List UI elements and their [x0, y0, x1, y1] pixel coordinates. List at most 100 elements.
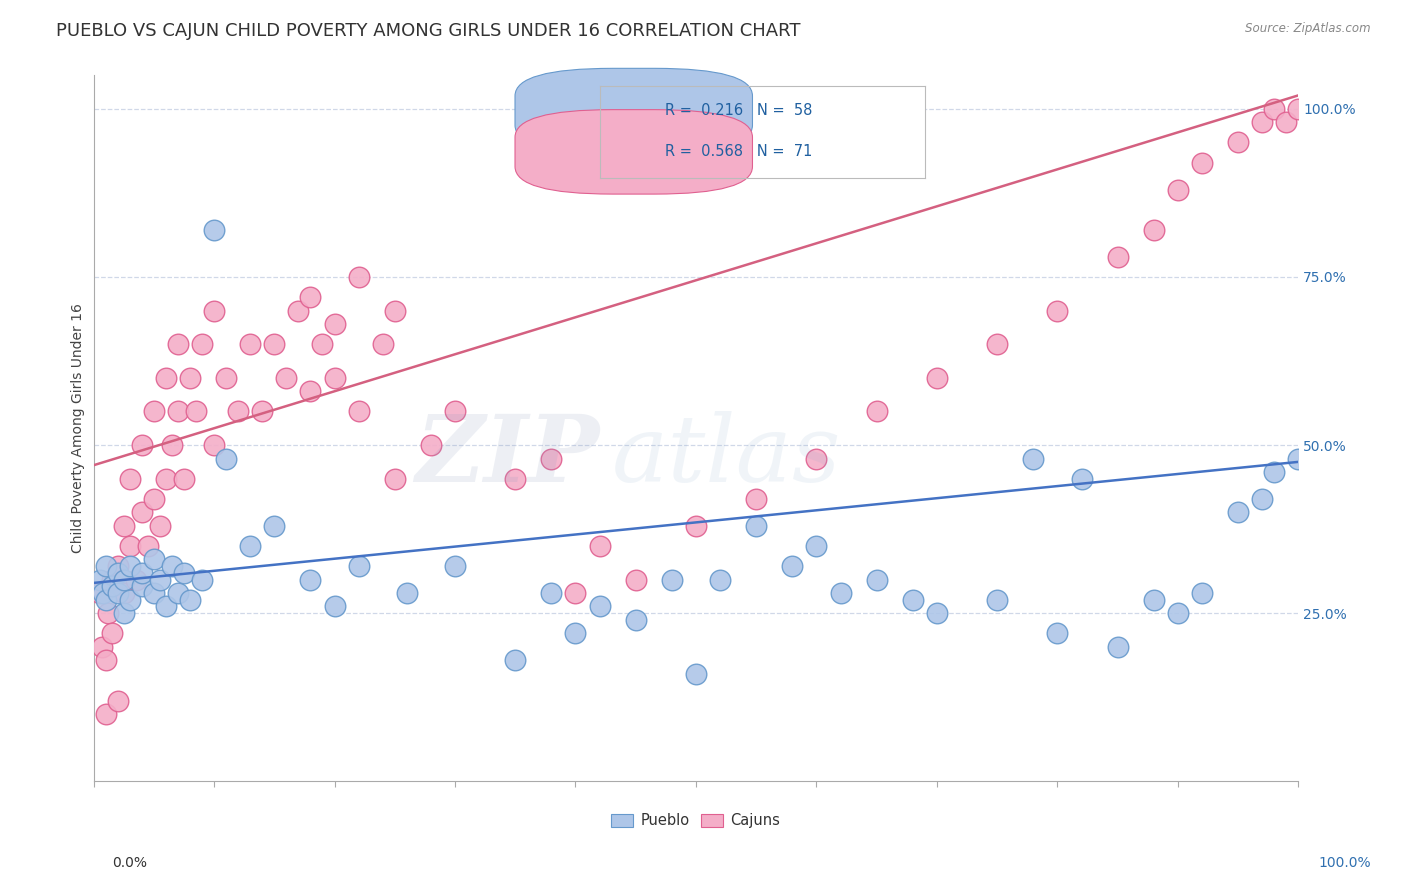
Point	[107, 559, 129, 574]
Point	[94, 707, 117, 722]
Point	[142, 404, 165, 418]
Point	[97, 606, 120, 620]
Point	[131, 566, 153, 580]
Point	[323, 371, 346, 385]
Point	[1286, 102, 1309, 116]
Point	[1191, 586, 1213, 600]
Point	[118, 559, 141, 574]
Point	[588, 599, 610, 614]
Point	[155, 599, 177, 614]
Point	[142, 491, 165, 506]
Text: 100.0%: 100.0%	[1319, 855, 1371, 870]
Point	[252, 404, 274, 418]
Point	[384, 472, 406, 486]
Point	[1227, 505, 1250, 519]
Point	[142, 586, 165, 600]
Point	[503, 653, 526, 667]
Point	[1143, 223, 1166, 237]
Legend: Pueblo, Cajuns: Pueblo, Cajuns	[606, 807, 786, 834]
Point	[131, 579, 153, 593]
Point	[167, 404, 190, 418]
Point	[540, 586, 562, 600]
Text: PUEBLO VS CAJUN CHILD POVERTY AMONG GIRLS UNDER 16 CORRELATION CHART: PUEBLO VS CAJUN CHILD POVERTY AMONG GIRL…	[56, 22, 801, 40]
Point	[986, 337, 1008, 351]
Point	[347, 404, 370, 418]
Point	[685, 666, 707, 681]
Point	[1022, 451, 1045, 466]
Point	[347, 269, 370, 284]
Point	[540, 451, 562, 466]
Point	[184, 404, 207, 418]
Point	[745, 491, 768, 506]
Point	[1107, 250, 1129, 264]
Point	[444, 559, 467, 574]
Point	[94, 653, 117, 667]
Point	[745, 518, 768, 533]
Point	[107, 586, 129, 600]
Point	[179, 592, 201, 607]
Point	[347, 559, 370, 574]
Point	[866, 573, 889, 587]
Point	[112, 573, 135, 587]
Point	[1263, 102, 1285, 116]
Point	[782, 559, 804, 574]
Point	[1107, 640, 1129, 654]
Point	[215, 451, 238, 466]
Point	[202, 223, 225, 237]
Point	[444, 404, 467, 418]
Point	[1275, 115, 1298, 129]
Point	[91, 586, 114, 600]
Point	[1251, 491, 1274, 506]
Point	[112, 586, 135, 600]
Point	[167, 337, 190, 351]
Point	[1046, 303, 1069, 318]
Point	[1286, 451, 1309, 466]
Point	[1227, 136, 1250, 150]
Point	[925, 606, 948, 620]
Point	[89, 573, 111, 587]
Text: atlas: atlas	[612, 411, 841, 501]
Point	[901, 592, 924, 607]
Point	[564, 586, 586, 600]
Point	[100, 626, 122, 640]
Point	[263, 337, 285, 351]
Point	[661, 573, 683, 587]
Point	[806, 539, 828, 553]
Point	[503, 472, 526, 486]
Point	[384, 303, 406, 318]
Point	[100, 573, 122, 587]
Point	[1070, 472, 1092, 486]
Point	[299, 290, 322, 304]
Point	[624, 613, 647, 627]
Point	[179, 371, 201, 385]
Point	[107, 693, 129, 707]
Point	[118, 592, 141, 607]
Point	[299, 573, 322, 587]
Point	[709, 573, 731, 587]
Point	[239, 337, 262, 351]
Point	[395, 586, 418, 600]
Point	[173, 566, 195, 580]
Point	[323, 317, 346, 331]
Point	[155, 371, 177, 385]
Point	[276, 371, 298, 385]
Point	[588, 539, 610, 553]
Point	[1263, 465, 1285, 479]
Point	[239, 539, 262, 553]
Point	[149, 573, 172, 587]
Point	[112, 606, 135, 620]
Point	[986, 592, 1008, 607]
Point	[112, 518, 135, 533]
Point	[564, 626, 586, 640]
Y-axis label: Child Poverty Among Girls Under 16: Child Poverty Among Girls Under 16	[72, 303, 86, 553]
Point	[1191, 155, 1213, 169]
Text: 0.0%: 0.0%	[112, 855, 148, 870]
Point	[125, 573, 148, 587]
Point	[131, 505, 153, 519]
Point	[191, 337, 214, 351]
Point	[215, 371, 238, 385]
Point	[925, 371, 948, 385]
Point	[89, 586, 111, 600]
Point	[118, 472, 141, 486]
Point	[94, 592, 117, 607]
